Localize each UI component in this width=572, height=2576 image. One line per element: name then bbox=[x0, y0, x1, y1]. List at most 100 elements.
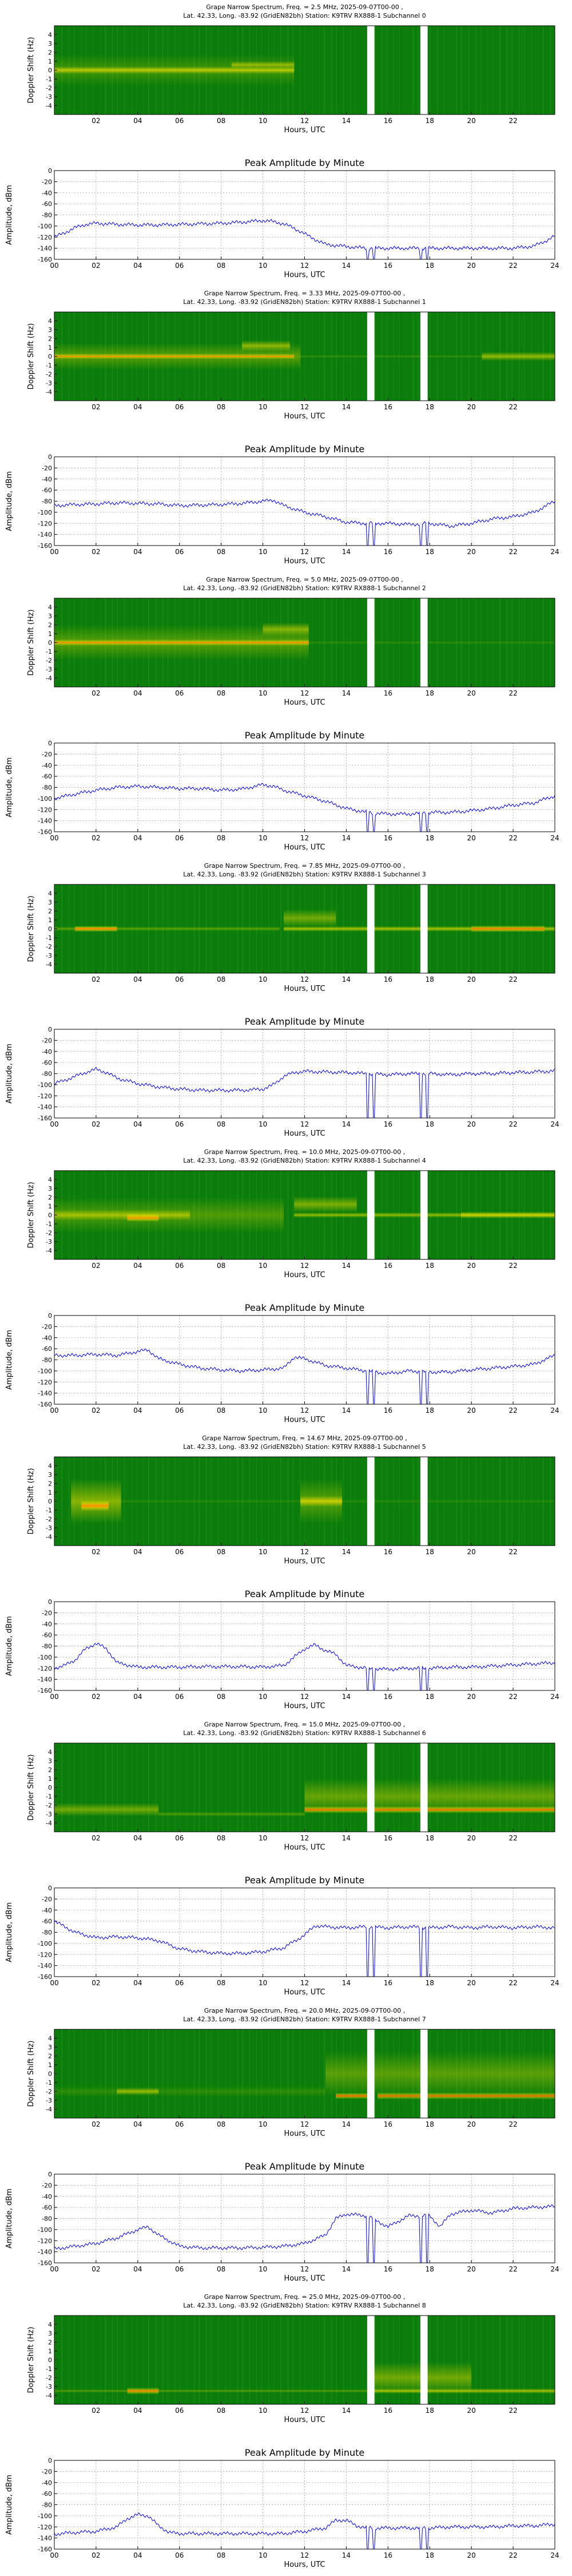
x-tick-label: 00 bbox=[50, 1979, 58, 1987]
spectrogram-texture bbox=[261, 1743, 263, 1832]
spectrum-title-line2: Lat. 42.33, Long. -83.92 (GridEN82bh) St… bbox=[183, 2016, 426, 2023]
spectrogram-texture bbox=[444, 2316, 446, 2404]
x-tick-label: 12 bbox=[300, 1834, 309, 1842]
spectrogram-texture bbox=[179, 2029, 181, 2118]
x-tick-label: 00 bbox=[50, 2265, 58, 2273]
x-tick-label: 10 bbox=[259, 975, 267, 983]
y-tick-label: -160 bbox=[38, 256, 52, 263]
x-tick-label: 02 bbox=[92, 403, 100, 411]
spectrogram-texture bbox=[487, 2316, 488, 2404]
spectrogram-texture bbox=[430, 26, 431, 114]
spectrogram-texture bbox=[398, 26, 400, 114]
x-tick-label: 10 bbox=[259, 2265, 267, 2273]
x-axis-label: Hours, UTC bbox=[284, 1702, 325, 1710]
spectrogram-texture bbox=[105, 2316, 106, 2404]
x-tick-label: 00 bbox=[50, 2551, 58, 2559]
spectrum-title-line1: Grape Narrow Spectrum, Freq. = 25.0 MHz,… bbox=[204, 2293, 406, 2301]
y-tick-label: -100 bbox=[38, 795, 52, 803]
y-tick-label: -2 bbox=[46, 2374, 52, 2382]
spectrogram-texture bbox=[237, 1743, 239, 1832]
spectrogram-texture bbox=[299, 2029, 301, 2118]
amplitude-series-line bbox=[54, 2204, 555, 2263]
x-tick-label: 14 bbox=[342, 975, 351, 983]
y-tick-label: -60 bbox=[42, 773, 52, 780]
spectrogram-band bbox=[54, 2086, 325, 2097]
x-tick-label: 08 bbox=[217, 1120, 225, 1128]
y-tick-label: -20 bbox=[42, 178, 52, 185]
spectrogram-texture bbox=[273, 2316, 275, 2404]
spectrogram-texture bbox=[550, 26, 551, 114]
x-tick-label: 12 bbox=[300, 1262, 309, 1270]
y-tick-label: 0 bbox=[48, 2357, 52, 2364]
x-tick-label: 24 bbox=[550, 1406, 559, 1415]
x-tick-label: 10 bbox=[259, 1120, 267, 1128]
x-tick-label: 08 bbox=[217, 1979, 225, 1987]
spectrum-title-line1: Grape Narrow Spectrum, Freq. = 14.67 MHz… bbox=[202, 1435, 407, 1442]
x-tick-label: 20 bbox=[467, 117, 476, 125]
y-tick-label: 4 bbox=[48, 2035, 52, 2042]
x-tick-label: 24 bbox=[550, 1979, 559, 1987]
y-tick-label: 0 bbox=[48, 2457, 52, 2464]
y-tick-label: -100 bbox=[38, 223, 52, 230]
x-tick-label: 22 bbox=[509, 262, 517, 270]
x-tick-label: 02 bbox=[92, 117, 100, 125]
y-tick-label: -160 bbox=[38, 1973, 52, 1981]
amplitude-series-line bbox=[54, 1642, 555, 1691]
y-tick-label: 0 bbox=[48, 1212, 52, 1219]
x-tick-label: 10 bbox=[259, 548, 267, 556]
spectrogram-texture bbox=[131, 2029, 133, 2118]
x-tick-label: 20 bbox=[467, 1979, 476, 1987]
x-tick-label: 10 bbox=[259, 2407, 267, 2415]
spectrogram-texture bbox=[324, 2029, 325, 2118]
x-tick-label: 20 bbox=[467, 1120, 476, 1128]
data-gap bbox=[420, 2316, 428, 2404]
spectrogram-texture bbox=[112, 1743, 113, 1832]
spectrogram-texture bbox=[331, 26, 332, 114]
x-tick-label: 24 bbox=[550, 1120, 559, 1128]
spectrogram-texture bbox=[304, 2316, 306, 2404]
x-tick-label: 14 bbox=[342, 2120, 351, 2128]
y-tick-label: -80 bbox=[42, 2215, 52, 2223]
spectrogram-texture bbox=[492, 2316, 494, 2404]
x-tick-label: 02 bbox=[92, 1262, 100, 1270]
x-tick-label: 06 bbox=[175, 548, 184, 556]
x-tick-label: 08 bbox=[217, 2407, 225, 2415]
x-tick-label: 22 bbox=[509, 1693, 517, 1701]
spectrum-title-line2: Lat. 42.33, Long. -83.92 (GridEN82bh) St… bbox=[183, 871, 426, 878]
spectrogram-texture bbox=[186, 1743, 188, 1832]
x-tick-label: 14 bbox=[342, 1693, 351, 1701]
spectrogram-texture bbox=[511, 26, 513, 114]
spectrogram-texture bbox=[530, 26, 532, 114]
x-tick-label: 12 bbox=[300, 1548, 309, 1556]
x-tick-label: 12 bbox=[300, 548, 309, 556]
y-axis-label: Amplitude, dBm bbox=[5, 1902, 14, 1962]
spectrogram-texture bbox=[287, 2029, 289, 2118]
spectrogram-texture bbox=[468, 26, 470, 114]
spectrogram-texture bbox=[225, 2316, 227, 2404]
x-tick-label: 08 bbox=[217, 2265, 225, 2273]
y-tick-label: 1 bbox=[48, 2061, 52, 2069]
amplitude-series-line bbox=[54, 2512, 555, 2550]
amplitude-title: Peak Amplitude by Minute bbox=[245, 1589, 365, 1599]
y-tick-label: -60 bbox=[42, 487, 52, 494]
x-tick-label: 10 bbox=[259, 1548, 267, 1556]
x-tick-label: 24 bbox=[550, 1693, 559, 1701]
spectrogram-texture bbox=[80, 2316, 82, 2404]
spectrogram-texture bbox=[542, 26, 544, 114]
spectrogram-texture bbox=[256, 2029, 257, 2118]
x-tick-label: 20 bbox=[467, 2407, 476, 2415]
x-axis-label: Hours, UTC bbox=[284, 1843, 325, 1852]
spectrogram-texture bbox=[179, 2316, 181, 2404]
y-tick-label: -160 bbox=[38, 1687, 52, 1694]
x-tick-label: 24 bbox=[550, 262, 559, 270]
y-tick-label: -2 bbox=[46, 371, 52, 378]
x-tick-label: 10 bbox=[259, 1693, 267, 1701]
y-tick-label: -3 bbox=[46, 2097, 52, 2104]
x-tick-label: 16 bbox=[384, 2265, 392, 2273]
spectrogram-texture bbox=[105, 1743, 106, 1832]
spectrogram-texture bbox=[242, 2316, 244, 2404]
spectrogram-texture bbox=[237, 2029, 239, 2118]
spectrogram-texture bbox=[418, 2316, 419, 2404]
x-tick-label: 16 bbox=[384, 2551, 392, 2559]
spectrogram-texture bbox=[124, 2029, 125, 2118]
